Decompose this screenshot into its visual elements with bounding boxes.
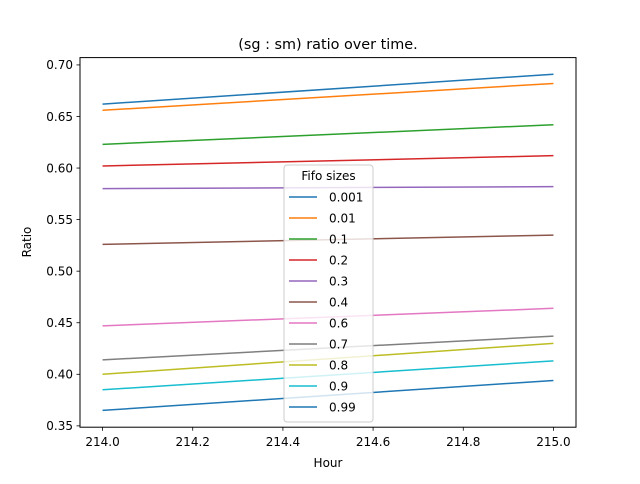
y-tick-label: 0.65: [46, 110, 73, 124]
plot-frame: [79, 57, 577, 428]
legend-entry-label: 0.7: [329, 337, 348, 351]
legend-entry-label: 0.4: [329, 295, 348, 309]
y-tick-label: 0.60: [46, 161, 73, 175]
y-axis-label: Ratio: [20, 227, 34, 258]
y-tick-label: 0.45: [46, 316, 73, 330]
legend-entry-label: 0.6: [329, 316, 348, 330]
legend-box: [283, 164, 374, 423]
x-tick-label: 214.0: [85, 435, 119, 449]
legend-entry-label: 0.3: [329, 274, 348, 288]
legend-entry-label: 0.001: [329, 190, 363, 204]
legend-entry-label: 0.2: [329, 253, 348, 267]
series-line-1: [102, 73, 554, 105]
legend-entry-label: 0.9: [329, 379, 348, 393]
legend-entry-label: 0.99: [329, 400, 356, 414]
x-tick-label: 215.0: [536, 435, 570, 449]
y-tick-label: 0.50: [46, 264, 73, 278]
legend-entry-label: 0.1: [329, 232, 348, 246]
y-tick-label: 0.40: [46, 368, 73, 382]
x-tick-label: 214.2: [176, 435, 210, 449]
x-tick-label: 214.4: [266, 435, 300, 449]
series-line-2: [102, 82, 554, 112]
legend: Fifo sizes 0.001 0.01 0.1 0.2 0.3 0.4 0.6 0.7 0.8…: [283, 164, 374, 423]
legend-entry-label: 0.8: [329, 358, 348, 372]
legend-entry-label: 0.01: [329, 211, 356, 225]
x-tick-label: 214.8: [446, 435, 480, 449]
y-axis: 0.35 0.40 0.45 0.50 0.55 0.60 0.65 0.70: [46, 58, 80, 433]
chart-title: (sg : sm) ratio over time.: [238, 37, 417, 53]
y-tick-label: 0.70: [46, 58, 73, 72]
y-tick-label: 0.35: [46, 419, 73, 433]
x-axis-label: Hour: [314, 456, 343, 470]
series-line-3: [102, 123, 554, 146]
x-tick-label: 214.6: [356, 435, 390, 449]
legend-title: Fifo sizes: [301, 169, 355, 183]
series-line-4: [102, 154, 554, 167]
y-tick-label: 0.55: [46, 213, 73, 227]
x-axis: 214.0 214.2 214.4 214.6 214.8 215.0: [85, 427, 571, 449]
